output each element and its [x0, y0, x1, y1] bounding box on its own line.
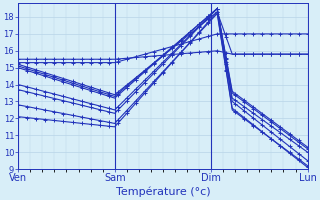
X-axis label: Température (°c): Température (°c): [116, 186, 210, 197]
